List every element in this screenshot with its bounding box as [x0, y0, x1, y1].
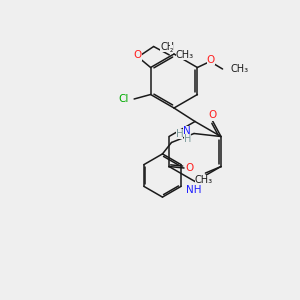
- Text: NH: NH: [186, 184, 201, 195]
- Text: O: O: [185, 163, 193, 173]
- Text: H: H: [176, 129, 183, 139]
- Text: CH₃: CH₃: [195, 175, 213, 185]
- Text: CH₃: CH₃: [230, 64, 248, 74]
- Text: H: H: [184, 134, 191, 144]
- Text: Cl: Cl: [118, 94, 129, 104]
- Text: CH: CH: [160, 41, 174, 52]
- Text: O: O: [208, 110, 217, 121]
- Text: CH₃: CH₃: [176, 50, 194, 60]
- Text: N: N: [183, 125, 191, 136]
- Text: O: O: [207, 55, 215, 65]
- Text: O: O: [134, 50, 142, 61]
- Text: ₂: ₂: [170, 45, 173, 54]
